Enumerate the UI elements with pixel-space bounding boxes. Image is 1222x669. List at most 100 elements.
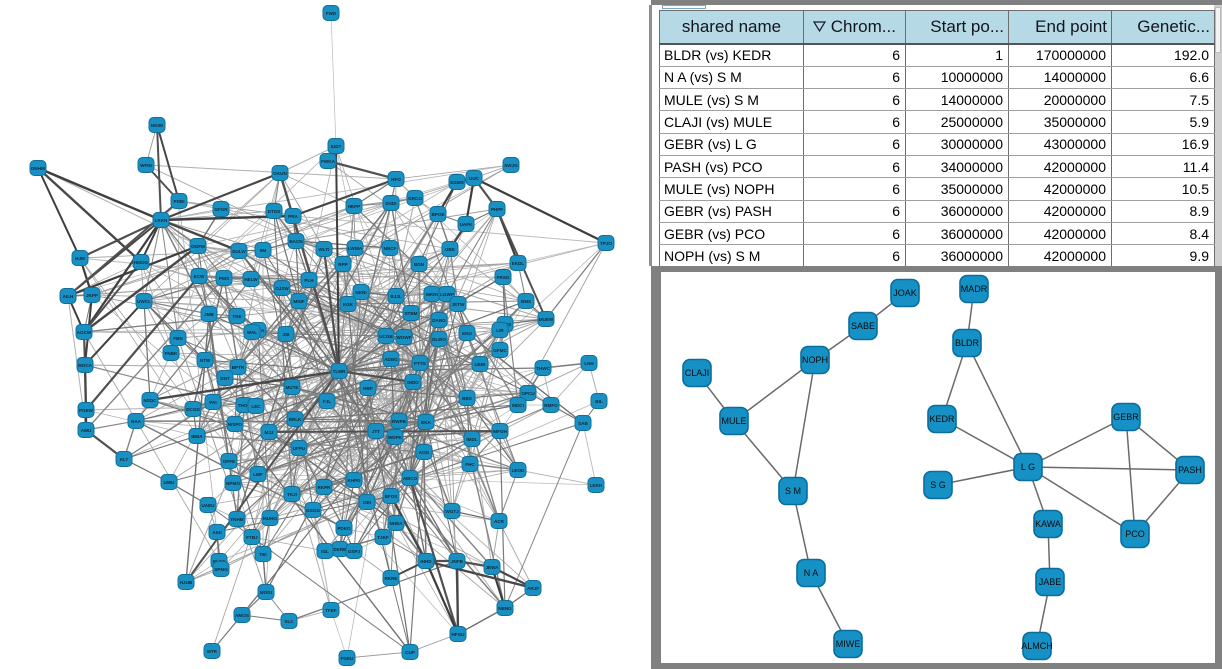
svg-text:LHH: LHH [584, 361, 594, 366]
svg-text:PWS: PWS [219, 276, 229, 281]
svg-text:ARJF: ARJF [527, 586, 539, 591]
svg-text:TKE: TKE [232, 314, 241, 319]
svg-text:PHPF: PHPF [491, 207, 503, 212]
svg-text:DULW: DULW [232, 249, 246, 254]
svg-text:AWCO: AWCO [403, 476, 418, 481]
svg-text:BRLK: BRLK [289, 417, 302, 422]
svg-text:WDPK: WDPK [388, 435, 403, 440]
svg-text:MTR: MTR [207, 649, 218, 654]
svg-text:DSDI: DSDI [386, 201, 397, 206]
svg-text:ACR: ACR [494, 519, 505, 524]
svg-text:MUTE: MUTE [285, 385, 298, 390]
svg-text:PDBI: PDBI [174, 199, 185, 204]
svg-text:PTTG: PTTG [414, 361, 427, 366]
svg-text:BFOS: BFOS [385, 494, 398, 499]
svg-text:JSI: JSI [283, 332, 290, 337]
svg-text:FWKA: FWKA [321, 159, 335, 164]
svg-text:NNCF: NNCF [384, 246, 397, 251]
svg-text:OPFE: OPFE [223, 459, 236, 464]
svg-text:GSPJ: GSPJ [348, 549, 361, 554]
svg-text:HFGU: HFGU [451, 632, 465, 637]
svg-text:SABE: SABE [851, 321, 875, 331]
svg-text:JETW: JETW [452, 302, 465, 307]
svg-text:TKJI: TKJI [287, 492, 297, 497]
svg-text:BACN: BACN [289, 239, 303, 244]
svg-text:AGCW: AGCW [77, 330, 92, 335]
svg-text:RPP: RPP [338, 262, 347, 267]
svg-text:JNFB: JNFB [451, 559, 464, 564]
svg-text:KHPD: KHPD [347, 478, 361, 483]
svg-text:GEBR: GEBR [1113, 412, 1139, 422]
svg-text:L G: L G [1021, 462, 1035, 472]
svg-text:MKRI: MKRI [426, 292, 438, 297]
svg-text:LWF: LWF [253, 472, 263, 477]
svg-text:MULE: MULE [721, 416, 746, 426]
svg-text:MIWE: MIWE [836, 639, 861, 649]
svg-text:OJSW: OJSW [275, 286, 289, 291]
svg-text:EKU: EKU [462, 331, 472, 336]
svg-text:S M: S M [785, 486, 801, 496]
svg-text:IGL: IGL [321, 549, 329, 554]
svg-text:KGK: KGK [343, 302, 354, 307]
svg-text:TNHM: TNHM [230, 517, 243, 522]
svg-text:SWJG: SWJG [504, 163, 518, 168]
svg-text:BJJL: BJJL [390, 294, 401, 299]
svg-text:BPTR: BPTR [232, 365, 245, 370]
svg-text:PASH: PASH [1178, 465, 1202, 475]
svg-text:NPMO: NPMO [226, 481, 240, 486]
svg-text:DABG: DABG [432, 318, 446, 323]
svg-text:INDO: INDO [407, 380, 419, 385]
svg-text:CUP: CUP [405, 650, 415, 655]
svg-text:JTT: JTT [372, 429, 380, 434]
svg-text:HJM: HJM [75, 256, 85, 261]
svg-text:MOCA: MOCA [78, 363, 93, 368]
svg-text:MJJ: MJJ [265, 430, 274, 435]
svg-text:UEIB: UEIB [475, 362, 487, 367]
svg-text:LIR: LIR [496, 328, 504, 333]
svg-text:KAWA: KAWA [1035, 519, 1061, 529]
svg-text:UUC: UUC [469, 176, 480, 181]
svg-text:FHC: FHC [465, 462, 475, 467]
svg-text:RKRE: RKRE [384, 576, 397, 581]
svg-text:OAUN: OAUN [273, 171, 287, 176]
svg-text:IHHD: IHHD [420, 559, 432, 564]
svg-text:UAEU: UAEU [201, 503, 215, 508]
svg-text:LEKH: LEKH [590, 483, 603, 488]
svg-text:LRKN: LRKN [155, 218, 168, 223]
svg-text:N A: N A [804, 568, 819, 578]
svg-text:TJKF: TJKF [377, 535, 389, 540]
svg-text:THOF: THOF [238, 403, 251, 408]
svg-text:TFEF: TFEF [325, 608, 337, 613]
svg-text:PRA: PRA [288, 214, 298, 219]
svg-text:BIL: BIL [595, 399, 603, 404]
svg-text:UAFK: UAFK [460, 222, 473, 227]
svg-text:AMOS: AMOS [235, 613, 249, 618]
svg-text:EKDL: EKDL [512, 261, 525, 266]
svg-text:WFIN: WFIN [140, 163, 152, 168]
svg-text:HMOG: HMOG [134, 260, 149, 265]
svg-text:LGWP: LGWP [440, 292, 454, 297]
svg-text:MOGI: MOGI [260, 590, 272, 595]
svg-text:S G: S G [930, 480, 946, 490]
svg-text:IUDT: IUDT [331, 144, 342, 149]
svg-text:UCGB: UCGB [379, 334, 393, 339]
svg-text:DNHM: DNHM [31, 166, 45, 171]
svg-text:TEI: TEI [259, 552, 266, 557]
svg-text:KEDR: KEDR [929, 414, 955, 424]
svg-text:UBK: UBK [445, 247, 456, 252]
svg-text:MADR: MADR [961, 284, 988, 294]
svg-text:GGGG: GGGG [306, 508, 321, 513]
svg-text:WOWF: WOWF [396, 335, 411, 340]
svg-text:IBBA: IBBA [191, 434, 203, 439]
svg-text:BLDR: BLDR [955, 338, 980, 348]
svg-text:PRSG: PRSG [496, 275, 509, 280]
svg-text:MFOH: MFOH [493, 429, 507, 434]
svg-text:OGFM: OGFM [191, 244, 205, 249]
svg-text:HFO: HFO [391, 177, 401, 182]
svg-text:DCGD: DCGD [186, 407, 200, 412]
svg-text:FNBK: FNBK [165, 351, 178, 356]
svg-text:RWPB: RWPB [392, 419, 407, 424]
svg-text:NAA: NAA [131, 419, 142, 424]
svg-text:FGEU: FGEU [341, 656, 354, 661]
svg-text:SLC: SLC [284, 619, 294, 624]
